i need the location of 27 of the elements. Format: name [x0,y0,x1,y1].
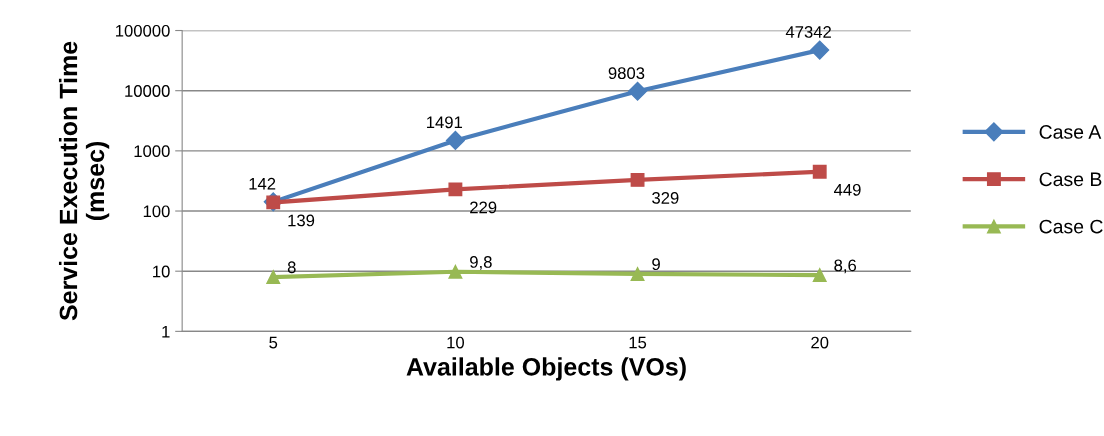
x-tick-label: 10 [447,336,465,349]
y-axis-title: Service Execution Time (msec) [58,41,110,321]
y-tick-label: 1000 [134,145,170,158]
x-tick-label: 5 [269,336,278,349]
y-tick-label: 100000 [116,24,170,37]
data-label: 139 [288,214,315,227]
legend-label: Case A [1039,125,1102,139]
data-label: 142 [249,177,276,190]
data-label: 8 [287,261,296,274]
y-tick-label: 1 [162,325,170,338]
y-tick-label: 10 [153,265,170,278]
data-label: 229 [470,201,497,214]
y-tick-label: 10000 [125,85,170,97]
x-tick-label: 20 [811,336,829,349]
data-label: 9803 [608,67,645,80]
y-tick-label: 100 [143,205,170,218]
data-label: 9 [652,258,660,271]
legend-label: Case C [1039,219,1103,234]
data-label: 9,8 [470,256,492,270]
data-label: 1491 [427,116,463,129]
data-label: 449 [833,183,861,196]
legend-label: Case B [1039,172,1102,187]
x-axis-title: Available Objects (VOs) [406,357,686,381]
x-tick-label: 15 [629,336,647,349]
data-label: 8,6 [834,259,857,274]
data-label: 329 [652,192,679,204]
data-label: 47342 [785,26,831,38]
